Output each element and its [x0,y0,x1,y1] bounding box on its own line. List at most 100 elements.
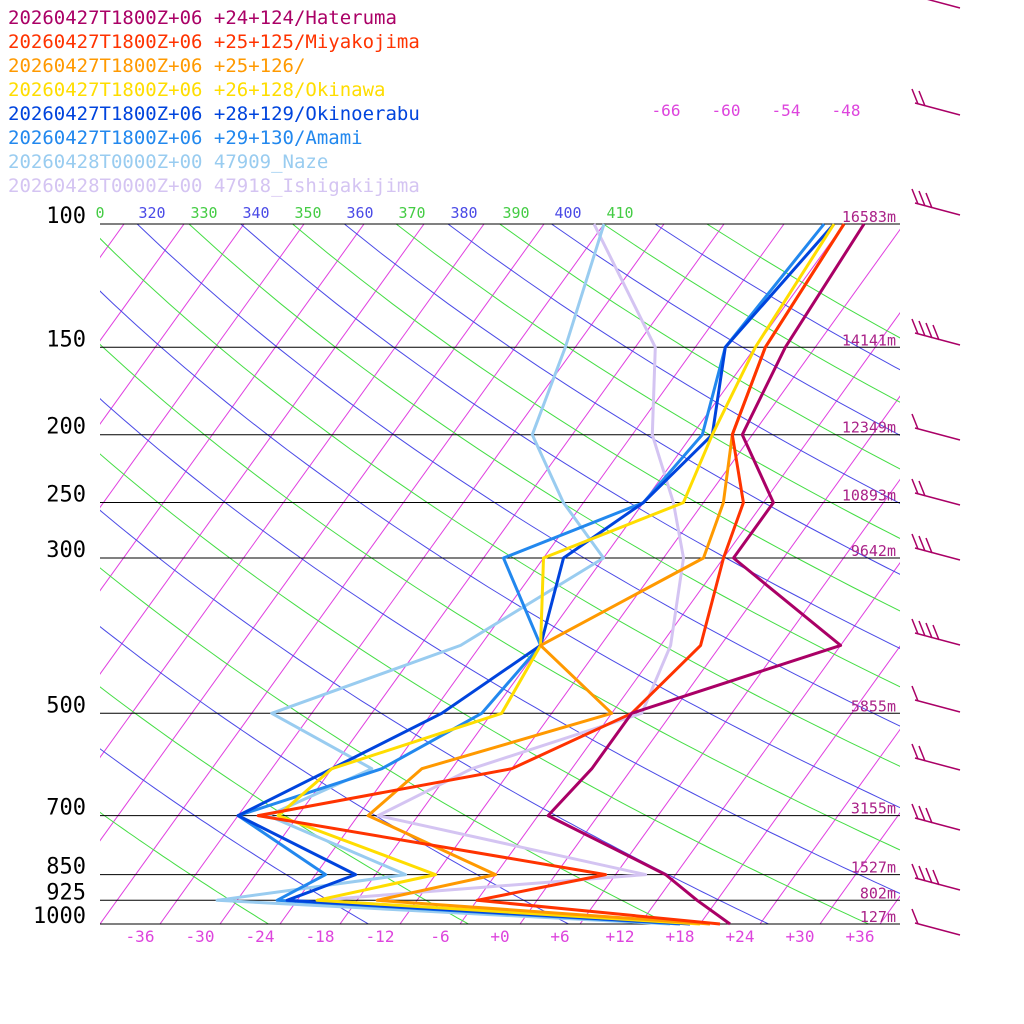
legend-entry: 20260427T1800Z+06 +25+126/ [8,55,306,77]
isotherm-line [699,645,900,924]
dry-adiabat-grid [100,224,900,924]
isotherm-top-label: -54 [772,101,801,120]
isotherm-line [459,312,900,924]
height-label: 127m [860,908,896,926]
wind-barbs [911,0,961,936]
x-tick-label: +12 [606,927,635,946]
isotherm-line [639,562,900,924]
theta-label: 400 [554,204,581,222]
isotherm-line [100,224,425,675]
theta-label: 350 [294,204,321,222]
wind-barb [911,413,961,441]
series-line [276,223,836,926]
wind-barb [911,88,961,116]
x-tick-label: -36 [126,927,155,946]
theta-label: 340 [242,204,269,222]
legend-entry: 20260427T1800Z+06 +25+125/Miyakojima [8,31,420,53]
theta-label: 320 [138,204,165,222]
isotherm-line [100,224,185,342]
isotherm-grid [0,224,900,924]
isotherm-top-label: -60 [712,101,741,120]
series-line [256,223,846,926]
isotherm-top-label: -48 [832,101,861,120]
y-tick-label: 925 [46,880,86,905]
y-tick-label: 300 [46,538,86,563]
isotherm-line [879,895,900,924]
height-label: 12349m [842,419,896,437]
height-label: 3155m [851,800,896,818]
isotherm-line [100,224,305,509]
dry-adiabat-line [240,224,900,649]
series-line [215,223,671,926]
wind-barb [911,618,961,646]
height-label: 10893m [842,487,896,505]
series-line [236,223,836,926]
pressure-lines [100,223,900,925]
isotherm-line [159,224,665,924]
height-label: 9642m [851,542,896,560]
isotherm-line [579,478,900,924]
y-tick-label: 1000 [33,904,86,929]
theta-line [603,224,900,403]
wind-barb [911,318,961,346]
y-tick-label: 200 [46,415,86,440]
x-tick-label: +24 [726,927,755,946]
y-tick-label: 850 [46,855,86,880]
x-tick-label: +0 [490,927,509,946]
y-tick-label: 700 [46,796,86,821]
height-label: 1527m [851,859,896,877]
height-label: 802m [860,884,896,902]
wind-barb [911,908,961,936]
legend-entry: 20260427T1800Z+06 +28+129/Okinoerabu [8,103,420,125]
theta-label: 370 [398,204,425,222]
isotherm-line [279,224,785,924]
legend-entry: 20260427T1800Z+06 +24+124/Hateruma [8,7,397,29]
isotherm-line [100,224,545,842]
legend-entry: 20260428T0000Z+00 47909_Naze [8,151,329,173]
wind-barb [911,685,961,713]
x-tick-label: +6 [550,927,569,946]
legend-entry: 20260428T0000Z+00 47918_Ishigakijima [8,175,420,197]
x-tick-label: +36 [846,927,875,946]
height-label: 5855m [851,697,896,715]
x-tick-label: -24 [246,927,275,946]
isotherm-line [100,224,605,924]
wind-barb [911,863,961,891]
theta-line [100,567,669,924]
series-line [236,223,826,926]
theta-label: 380 [450,204,477,222]
theta-label: 390 [502,204,529,222]
wind-barb [911,478,961,506]
temperature-tick-labels: -36 -30 -24 -18 -12 -6 +0 +6 +12 +18 +24 +30 +36 [126,927,875,946]
x-tick-label: +18 [666,927,695,946]
y-tick-label: 100 [46,204,86,229]
isotherm-line [100,224,245,425]
wind-barb [911,533,961,561]
isotherm-line [0,224,4,924]
legend-entry: 20260427T1800Z+06 +29+130/Amami [8,127,363,149]
isotherm-top-label: -66 [652,101,681,120]
isotherm-line [519,395,900,924]
dry-adiabat-line [447,224,900,504]
wind-barb [927,0,961,9]
moist-adiabat-grid [100,224,900,924]
x-tick-label: -12 [366,927,395,946]
dry-adiabat-line [551,224,900,436]
isotherm-line [759,728,900,924]
height-label: 14141m [842,331,896,349]
y-tick-label: 250 [46,483,86,508]
theta-line [292,224,900,612]
theta-label: 0 [95,204,104,222]
wind-barb [911,188,961,216]
legend: 20260427T1800Z+06 +24+124/Hateruma 202604… [8,6,420,198]
series-line [546,223,866,926]
y-tick-label: 500 [46,693,86,718]
theta-labels: 0 320 330 340 350 360 370 380 390 400 410 [95,204,633,222]
wind-barb [911,743,961,771]
height-label: 16583m [842,208,896,226]
legend-entry: 20260427T1800Z+06 +26+128/Okinawa [8,79,386,101]
sounding-lines [215,223,866,926]
theta-label: 410 [606,204,633,222]
isotherm-line [100,224,485,759]
